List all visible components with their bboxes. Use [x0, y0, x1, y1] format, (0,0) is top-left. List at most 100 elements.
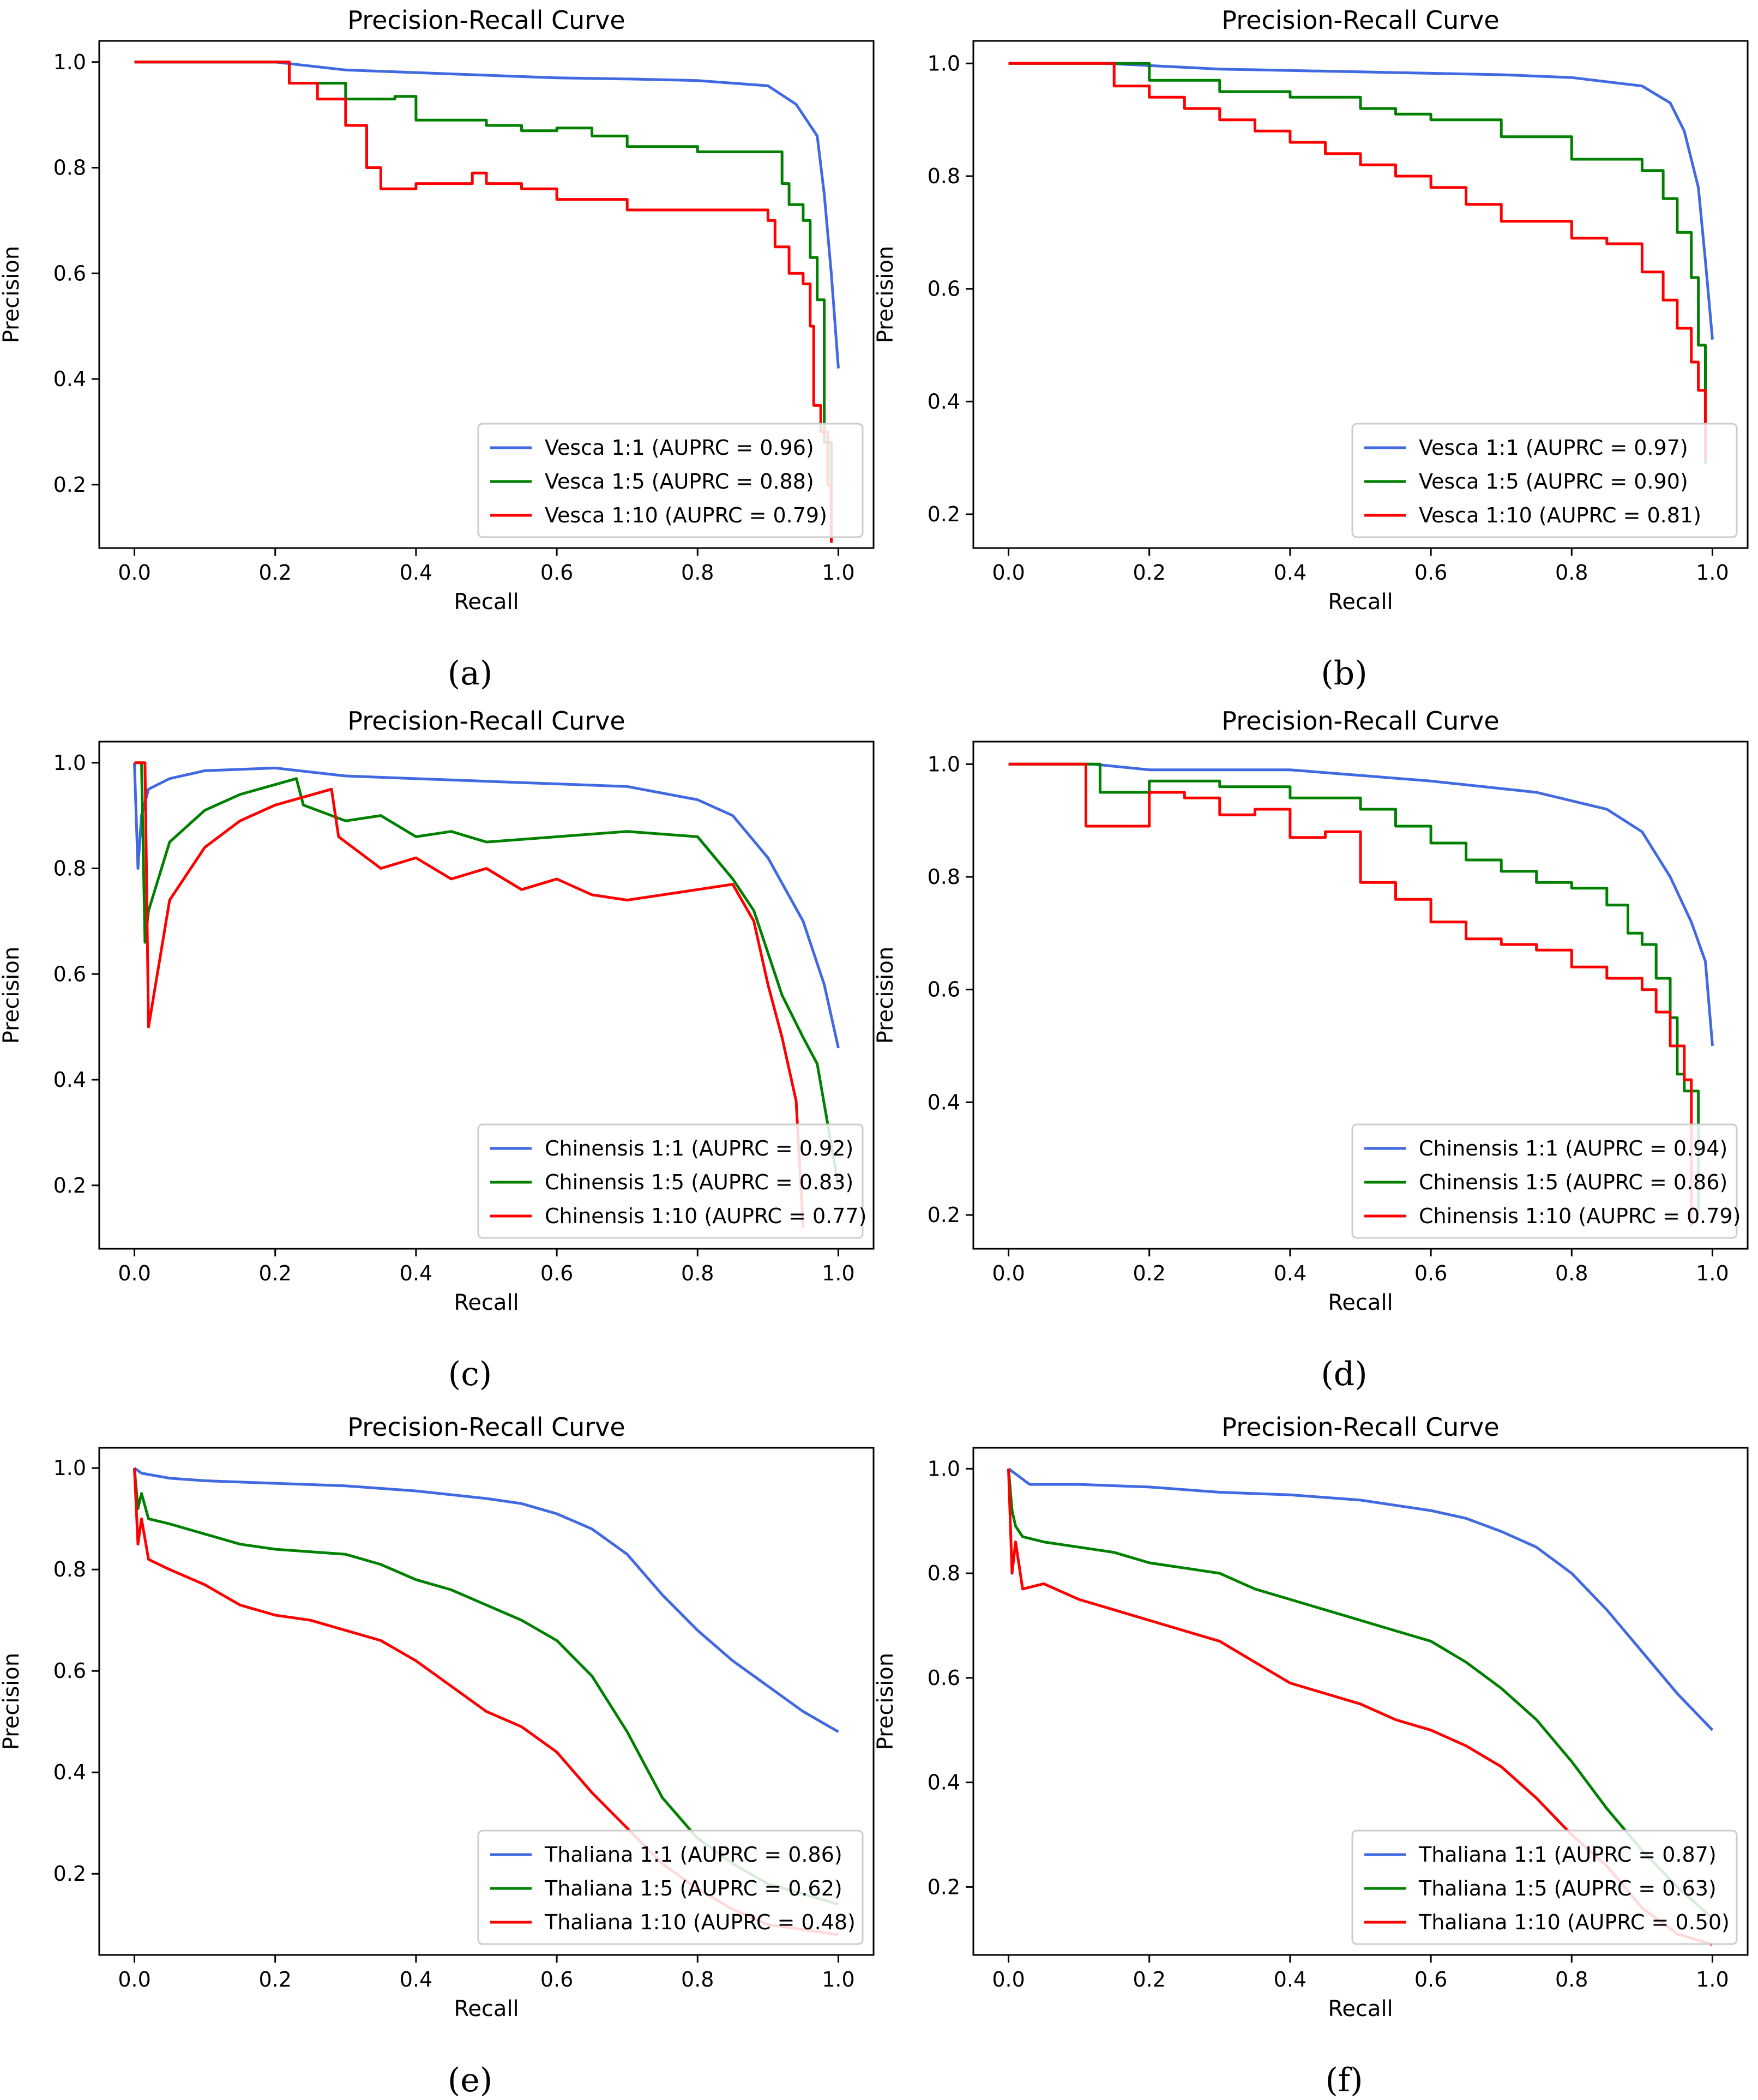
- x-tick-label: 0.0: [118, 561, 150, 585]
- x-tick-label: 0.2: [1133, 1967, 1166, 1991]
- series-line-1: [1008, 1467, 1714, 1731]
- legend-entry: Thaliana 1:5 (AUPRC = 0.62): [544, 1876, 842, 1900]
- chart-panel-e: Precision-Recall Curve 0.0 0.2 0.4 0.6 0.8 1.0…: [0, 1412, 875, 2099]
- y-tick-label: 0.8: [928, 865, 960, 889]
- y-tick-label: 0.4: [928, 1771, 960, 1795]
- legend: Thaliana 1:1 (AUPRC = 0.86) Thaliana 1:5 …: [477, 1830, 864, 1945]
- series-line-1: [1008, 62, 1714, 340]
- x-tick-label: 1.0: [822, 1967, 854, 1991]
- y-tick-label: 0.2: [928, 502, 960, 526]
- legend-entry: Vesca 1:5 (AUPRC = 0.88): [545, 470, 814, 494]
- legend-entry: Chinensis 1:1 (AUPRC = 0.92): [545, 1136, 853, 1160]
- x-axis-label: Recall: [454, 1290, 519, 1315]
- chart-panel-b: Precision-Recall Curve 0.0 0.2 0.4 0.6 0.8 1.0…: [873, 5, 1749, 693]
- x-tick-label: 1.0: [1696, 1261, 1729, 1285]
- chart-panel-d: Precision-Recall Curve 0.0 0.2 0.4 0.6 0.8 1.0…: [873, 706, 1749, 1393]
- chart-panel-f: Precision-Recall Curve 0.0 0.2 0.4 0.6 0.8 1.0…: [873, 1412, 1749, 2099]
- y-tick-label: 0.2: [53, 1174, 86, 1198]
- y-tick-label: 0.2: [53, 473, 86, 497]
- x-tick-label: 0.2: [259, 561, 292, 585]
- x-tick-label: 0.8: [1555, 1261, 1588, 1285]
- series-line-2: [1008, 762, 1700, 1215]
- y-tick-label: 1.0: [53, 751, 86, 775]
- x-tick-label: 1.0: [1696, 561, 1729, 585]
- x-tick-label: 0.8: [681, 561, 714, 585]
- legend-entry: Vesca 1:10 (AUPRC = 0.81): [1419, 503, 1701, 527]
- series-line-2: [134, 61, 833, 538]
- series-line-1: [134, 1467, 839, 1733]
- chart-title: Precision-Recall Curve: [347, 1412, 625, 1442]
- series-line-2: [1007, 1469, 1714, 1920]
- series-line-3: [134, 761, 805, 1228]
- chart-title: Precision-Recall Curve: [1221, 1412, 1499, 1442]
- x-tick-label: 0.8: [681, 1967, 714, 1991]
- y-axis-label: Precision: [873, 947, 898, 1044]
- x-tick-label: 0.4: [400, 561, 432, 585]
- y-axis-label: Precision: [0, 947, 24, 1044]
- legend: Chinensis 1:1 (AUPRC = 0.94) Chinensis 1:…: [1351, 1123, 1741, 1239]
- plot-area: [133, 761, 840, 1228]
- y-tick-label: 0.4: [53, 367, 86, 391]
- legend-entry: Thaliana 1:5 (AUPRC = 0.63): [1418, 1876, 1717, 1900]
- y-tick-label: 0.8: [53, 857, 86, 881]
- panel-label: (d): [1321, 1355, 1367, 1393]
- y-axis-label: Precision: [873, 246, 898, 343]
- x-tick-label: 0.0: [992, 1967, 1025, 1991]
- axes-frame: [972, 741, 1749, 1250]
- axes-frame: [972, 40, 1749, 549]
- x-axis-label: Recall: [1328, 589, 1393, 615]
- legend-box: [477, 1123, 864, 1239]
- x-axis-label: Recall: [454, 1996, 519, 2021]
- x-tick-label: 0.4: [1274, 1967, 1307, 1991]
- x-tick-label: 0.2: [259, 1967, 292, 1991]
- x-tick-label: 0.8: [681, 1261, 714, 1285]
- plot-area: [1008, 762, 1714, 1226]
- y-tick-label: 1.0: [928, 51, 960, 75]
- series-line-3: [134, 61, 833, 543]
- y-axis-label: Precision: [873, 1653, 898, 1750]
- y-tick-label: 0.4: [53, 1760, 86, 1784]
- x-axis-label: Recall: [1328, 1996, 1393, 2021]
- chart-panel-a: Precision-Recall Curve 0.0 0.2 0.4 0.6 0.8 1.0…: [0, 5, 875, 693]
- panel-label: (e): [448, 2061, 492, 2099]
- y-tick-label: 0.6: [928, 277, 960, 301]
- chart-title: Precision-Recall Curve: [347, 706, 625, 736]
- chart-title: Precision-Recall Curve: [347, 5, 625, 35]
- x-tick-label: 0.6: [540, 1967, 573, 1991]
- x-tick-label: 1.0: [822, 561, 854, 585]
- legend-entry: Thaliana 1:10 (AUPRC = 0.50): [1418, 1910, 1730, 1934]
- x-tick-label: 0.6: [1414, 1967, 1447, 1991]
- y-tick-label: 0.8: [53, 156, 86, 180]
- x-tick-label: 0.6: [540, 561, 573, 585]
- legend: Vesca 1:1 (AUPRC = 0.96) Vesca 1:5 (AUPRC…: [477, 423, 864, 538]
- series-line-1: [134, 61, 840, 369]
- y-tick-label: 0.6: [928, 978, 960, 1002]
- legend-entry: Chinensis 1:1 (AUPRC = 0.94): [1419, 1136, 1727, 1160]
- y-tick-label: 0.6: [53, 1659, 86, 1683]
- series-line-3: [1008, 762, 1693, 1226]
- series-line-2: [1008, 62, 1707, 464]
- series-line-3: [1008, 62, 1707, 458]
- legend-entry: Chinensis 1:5 (AUPRC = 0.83): [545, 1170, 853, 1194]
- legend: Vesca 1:1 (AUPRC = 0.97) Vesca 1:5 (AUPRC…: [1351, 423, 1738, 538]
- x-tick-label: 0.6: [540, 1261, 573, 1285]
- y-tick-label: 0.4: [928, 1090, 960, 1114]
- x-tick-label: 0.8: [1555, 1967, 1588, 1991]
- legend: Thaliana 1:1 (AUPRC = 0.87) Thaliana 1:5 …: [1351, 1830, 1738, 1945]
- x-tick-label: 1.0: [822, 1261, 854, 1285]
- y-tick-label: 0.4: [928, 389, 960, 413]
- x-tick-label: 0.0: [992, 561, 1025, 585]
- panel-label: (a): [448, 654, 493, 693]
- axes-frame: [972, 1447, 1749, 1956]
- plot-area: [134, 61, 840, 543]
- x-tick-label: 0.0: [992, 1261, 1025, 1285]
- y-tick-label: 0.2: [928, 1875, 960, 1899]
- panel-label: (b): [1321, 654, 1367, 693]
- x-tick-label: 0.4: [1274, 561, 1307, 585]
- series-line-2: [134, 761, 840, 1186]
- y-tick-label: 0.4: [53, 1068, 86, 1092]
- x-tick-label: 0.2: [259, 1261, 292, 1285]
- x-tick-label: 0.2: [1133, 561, 1166, 585]
- axes-frame: [98, 1447, 875, 1956]
